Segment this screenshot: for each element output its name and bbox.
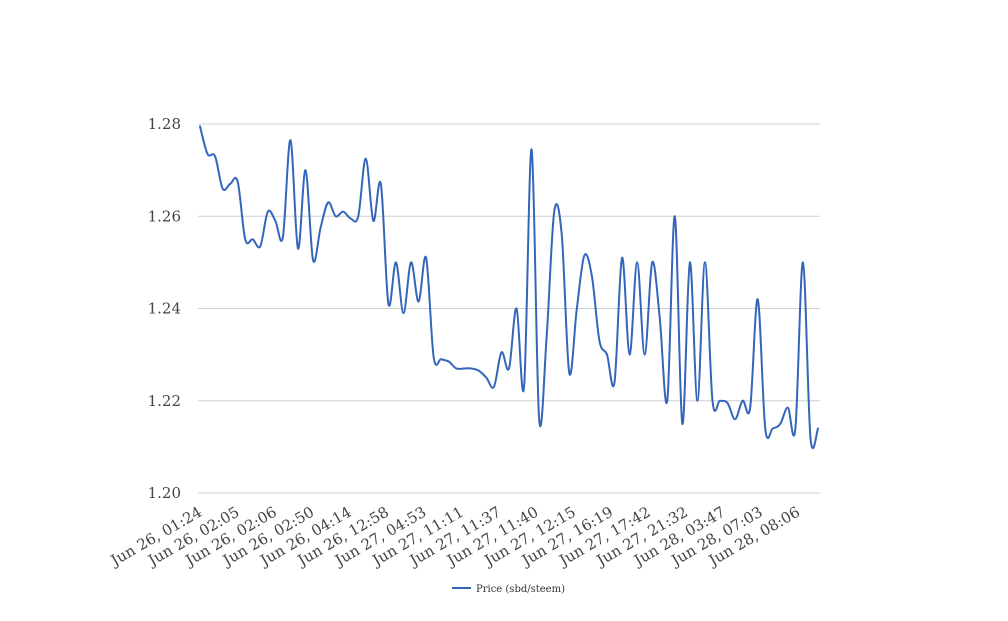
y-axis-tick-labels: 1.20 1.22 1.24 1.26 1.28 xyxy=(148,115,181,502)
y-tick-label: 1.28 xyxy=(148,115,181,133)
legend-label: Price (sbd/steem) xyxy=(476,584,565,595)
y-tick-label: 1.26 xyxy=(148,207,181,225)
y-tick-label: 1.20 xyxy=(148,484,181,502)
series-line xyxy=(199,125,819,449)
y-tick-label: 1.24 xyxy=(148,300,181,318)
y-tick-label: 1.22 xyxy=(148,392,181,410)
legend: Price (sbd/steem) xyxy=(452,584,565,595)
gridlines xyxy=(198,123,820,494)
series-layer xyxy=(199,125,819,449)
